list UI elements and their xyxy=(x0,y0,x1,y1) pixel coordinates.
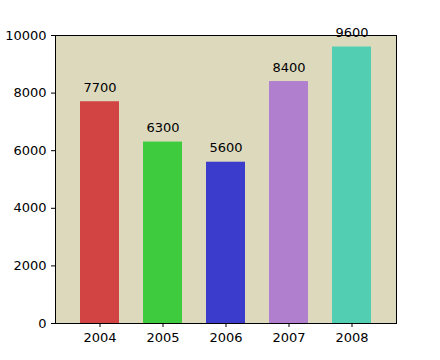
svg-text:10000: 10000 xyxy=(5,28,46,43)
svg-text:2007: 2007 xyxy=(272,330,305,345)
svg-text:5600: 5600 xyxy=(209,140,242,155)
svg-text:9600: 9600 xyxy=(335,25,368,40)
svg-text:2000: 2000 xyxy=(13,258,46,273)
svg-text:6000: 6000 xyxy=(13,143,46,158)
svg-text:7700: 7700 xyxy=(83,80,116,95)
svg-text:8000: 8000 xyxy=(13,85,46,100)
svg-text:2004: 2004 xyxy=(83,330,116,345)
svg-text:0: 0 xyxy=(38,316,46,331)
svg-text:2005: 2005 xyxy=(146,330,179,345)
svg-text:2006: 2006 xyxy=(209,330,242,345)
svg-text:2008: 2008 xyxy=(335,330,368,345)
svg-text:6300: 6300 xyxy=(146,120,179,135)
svg-text:4000: 4000 xyxy=(13,200,46,215)
svg-text:8400: 8400 xyxy=(272,60,305,75)
